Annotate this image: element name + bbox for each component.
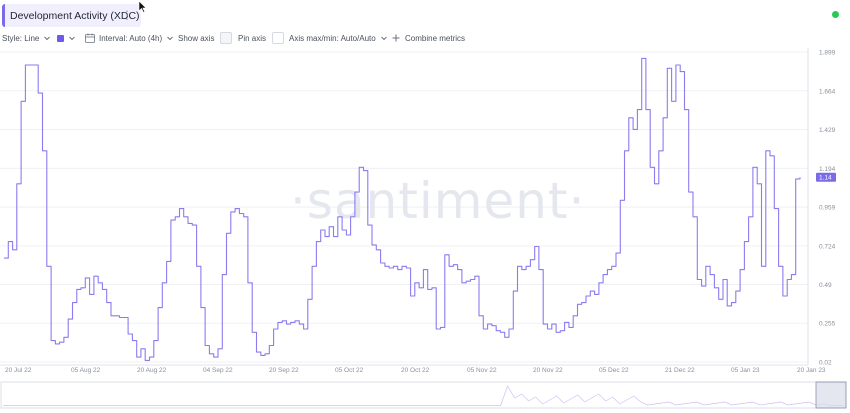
interval-label: Interval: Auto (4h) <box>99 33 163 43</box>
grid <box>0 51 808 363</box>
series-line <box>4 57 801 361</box>
x-tick-label: 20 Jul 22 <box>5 367 32 374</box>
y-tick-label: 0.724 <box>819 243 836 250</box>
chevron-down-icon <box>167 36 174 41</box>
x-tick-label: 20 Jan 23 <box>797 367 826 374</box>
x-tick-label: 20 Aug 22 <box>137 367 167 374</box>
color-swatch <box>57 34 64 42</box>
y-tick-label: 0.959 <box>819 205 836 212</box>
x-tick-label: 05 Nov 22 <box>467 367 497 374</box>
mouse-cursor-icon <box>138 1 146 13</box>
show-axis-toggle[interactable]: Show axis <box>178 30 233 46</box>
navigator-series <box>3 385 844 406</box>
pin-axis-checkbox[interactable] <box>272 32 285 44</box>
pin-axis-label: Pin axis <box>238 33 267 43</box>
show-axis-label: Show axis <box>178 33 215 43</box>
plus-icon <box>392 34 400 42</box>
x-tick-label: 05 Oct 22 <box>335 367 364 374</box>
combine-metrics-button[interactable]: Combine metrics <box>392 30 465 46</box>
last-value-badge <box>816 172 836 182</box>
last-value-label: 1.14 <box>816 172 836 182</box>
color-picker[interactable] <box>57 30 76 46</box>
navigator-frame <box>0 381 847 409</box>
navigator[interactable] <box>0 381 847 409</box>
x-tick-label: 04 Sep 22 <box>203 367 233 374</box>
chart-toolbar: Style: Line Interval: Auto (4h) Show axi… <box>0 30 850 46</box>
y-tick-label: 1.899 <box>819 50 836 57</box>
chevron-down-icon <box>380 36 387 41</box>
y-tick-label: 1.194 <box>819 166 836 173</box>
y-tick-label: 1.664 <box>819 88 836 95</box>
calendar-icon <box>85 33 95 43</box>
y-tick-label: 1.429 <box>819 127 836 134</box>
y-axis-ticks: 0.02 0.255 0.49 0.724 0.959 1.194 1.429 1.664 1.… <box>819 50 836 367</box>
x-tick-label: 05 Aug 22 <box>71 367 101 374</box>
x-axis-ticks: 20 Jul 22 05 Aug 22 20 Aug 22 04 Sep 22 20 S… <box>5 367 826 374</box>
y-tick-label: 0.02 <box>819 360 832 367</box>
pin-axis-toggle[interactable]: Pin axis <box>238 30 285 46</box>
x-tick-label: 20 Oct 22 <box>401 367 430 374</box>
watermark: ·santiment· <box>290 172 585 230</box>
x-tick-label: 20 Nov 22 <box>533 367 563 374</box>
x-tick-label: 05 Dec 22 <box>599 367 629 374</box>
interval-dropdown[interactable]: Interval: Auto (4h) <box>85 30 174 46</box>
style-dropdown[interactable]: Style: Line <box>2 30 51 46</box>
y-tick-label: 0.49 <box>819 282 832 289</box>
y-tick-label: 0.255 <box>819 321 836 328</box>
combine-label: Combine metrics <box>405 33 466 43</box>
last-value-text: 1.14 <box>819 175 832 182</box>
x-tick-label: 05 Jan 23 <box>731 367 760 374</box>
axis-minmax-dropdown[interactable]: Axis max/min: Auto/Auto <box>289 30 388 46</box>
navigator-selection[interactable] <box>815 381 847 409</box>
chevron-down-icon <box>69 36 75 41</box>
axis-minmax-label: Axis max/min: Auto/Auto <box>289 33 376 43</box>
chevron-down-icon <box>44 36 51 41</box>
metric-chip[interactable]: Development Activity (XDC) ⋮ <box>2 4 141 27</box>
kebab-menu-icon[interactable]: ⋮ <box>121 8 133 22</box>
style-label: Style: Line <box>2 33 40 43</box>
x-tick-label: 21 Dec 22 <box>665 367 695 374</box>
status-indicator <box>832 11 839 18</box>
show-axis-checkbox[interactable] <box>220 32 233 44</box>
metric-title: Development Activity (XDC) <box>10 9 140 22</box>
x-tick-label: 20 Sep 22 <box>269 367 299 374</box>
